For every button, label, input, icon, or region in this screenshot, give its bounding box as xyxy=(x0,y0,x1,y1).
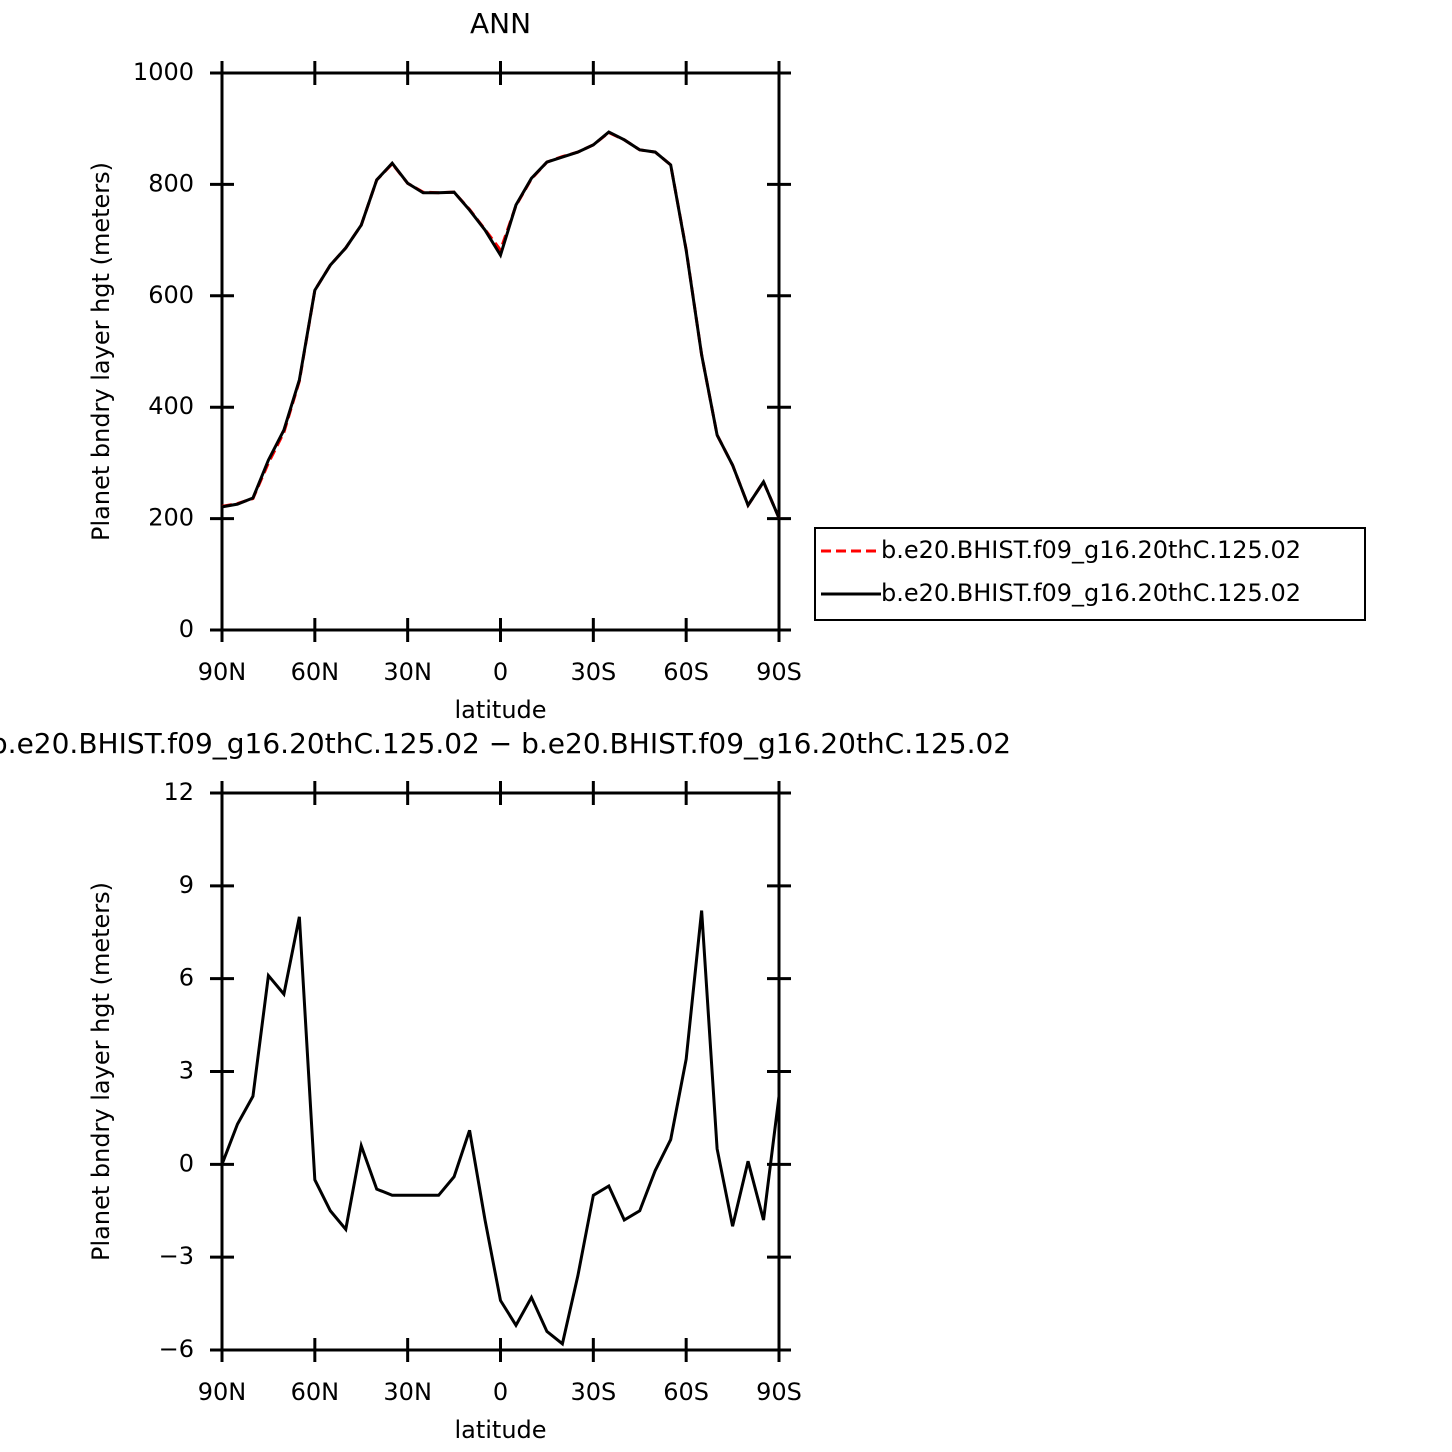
x-tick-label: 90S xyxy=(756,658,802,686)
x-tick-label: 60S xyxy=(663,658,709,686)
y-tick-label: −3 xyxy=(159,1242,194,1270)
y-tick-label: 12 xyxy=(163,778,194,806)
y-tick-label: 1000 xyxy=(133,58,194,86)
x-tick-label: 30S xyxy=(570,658,616,686)
x-tick-label: 0 xyxy=(493,658,508,686)
legend-label: b.e20.BHIST.f09_g16.20thC.125.02 xyxy=(881,579,1301,607)
y-tick-label: 400 xyxy=(148,392,194,420)
y-tick-label: −6 xyxy=(159,1335,194,1363)
legend-box xyxy=(814,527,1366,621)
x-axis-label: latitude xyxy=(454,1416,546,1444)
x-tick-label: 30N xyxy=(383,658,432,686)
x-tick-label: 30N xyxy=(383,1378,432,1406)
x-tick-label: 30S xyxy=(570,1378,616,1406)
x-tick-label: 90N xyxy=(198,658,247,686)
x-tick-label: 60S xyxy=(663,1378,709,1406)
y-axis-label: Planet bndry layer hgt (meters) xyxy=(87,162,115,541)
data-line xyxy=(220,910,781,1347)
y-tick-label: 0 xyxy=(179,1149,194,1177)
y-tick-label: 0 xyxy=(179,615,194,643)
chart-title: ANN xyxy=(470,7,531,40)
data-line xyxy=(221,130,781,519)
y-tick-label: 200 xyxy=(148,504,194,532)
x-tick-label: 90N xyxy=(198,1378,247,1406)
x-tick-label: 90S xyxy=(756,1378,802,1406)
chart-title: b.e20.BHIST.f09_g16.20thC.125.02 − b.e20… xyxy=(0,727,1011,760)
plot-frame xyxy=(220,71,781,632)
x-axis-label: latitude xyxy=(454,696,546,724)
x-tick-label: 0 xyxy=(493,1378,508,1406)
plot-frame xyxy=(220,791,781,1352)
y-tick-label: 6 xyxy=(179,964,194,992)
y-tick-label: 800 xyxy=(148,169,194,197)
y-axis-label: Planet bndry layer hgt (meters) xyxy=(87,882,115,1261)
x-tick-label: 60N xyxy=(291,1378,340,1406)
x-tick-label: 60N xyxy=(291,658,340,686)
data-line xyxy=(221,130,781,519)
y-tick-label: 3 xyxy=(179,1057,194,1085)
y-tick-label: 9 xyxy=(179,871,194,899)
legend-label: b.e20.BHIST.f09_g16.20thC.125.02 xyxy=(881,536,1301,564)
y-tick-label: 600 xyxy=(148,281,194,309)
